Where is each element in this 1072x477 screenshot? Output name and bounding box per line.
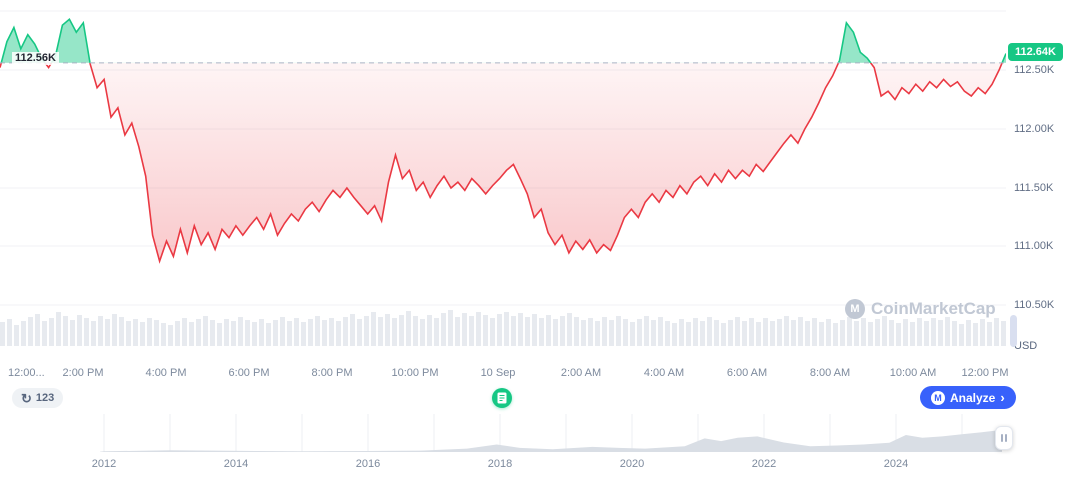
timeline-brush[interactable]: [100, 414, 1002, 452]
x-axis-tick-label: 12:00...: [8, 367, 45, 379]
current-price-badge: 112.64K: [1008, 43, 1063, 61]
y-axis-tick-label: 111.00K: [1014, 240, 1054, 252]
candle-countdown-badge: ↻ 123: [12, 388, 64, 408]
x-axis-tick-label: 10 Sep: [480, 367, 516, 379]
timeline-year-label: 2014: [223, 458, 249, 470]
x-axis-tick-label: 4:00 PM: [145, 367, 187, 379]
timeline-year-label: 2018: [487, 458, 513, 470]
x-axis-tick-label: 10:00 PM: [391, 367, 439, 379]
x-axis-tick-label: 6:00 PM: [228, 367, 270, 379]
countdown-value: 123: [35, 392, 55, 404]
x-axis-tick-label: 8:00 AM: [809, 367, 851, 379]
document-icon: [497, 392, 507, 404]
currency-label: USD: [1014, 340, 1038, 352]
y-axis-tick-label: 110.50K: [1014, 299, 1055, 311]
price-chart[interactable]: [0, 0, 1008, 348]
baseline-price-label: 112.56K: [12, 52, 59, 65]
y-axis-tick-label: 112.50K: [1014, 64, 1055, 76]
timeline-year-label: 2022: [751, 458, 777, 470]
x-axis-tick-label: 2:00 AM: [560, 367, 602, 379]
x-axis-tick-label: 8:00 PM: [311, 367, 353, 379]
timeline-year-label: 2016: [355, 458, 381, 470]
refresh-icon: ↻: [21, 390, 32, 406]
coinmarketcap-logo-icon: M: [931, 390, 945, 405]
y-axis-tick-label: 112.00K: [1014, 123, 1055, 135]
chevron-right-icon: ›: [1000, 390, 1005, 405]
news-event-marker[interactable]: [492, 388, 512, 408]
x-axis-tick-label: 10:00 AM: [889, 367, 937, 379]
scrollbar-thumb[interactable]: [1010, 315, 1017, 347]
x-axis-tick-label: 2:00 PM: [62, 367, 104, 379]
timeline-year-label: 2024: [883, 458, 909, 470]
history-minimap-chart[interactable]: [100, 414, 1002, 452]
analyze-button[interactable]: M Analyze ›: [920, 386, 1016, 409]
timeline-year-label: 2020: [619, 458, 645, 470]
y-axis-tick-label: 111.50K: [1014, 182, 1054, 194]
x-axis-tick-label: 6:00 AM: [726, 367, 768, 379]
analyze-label: Analyze: [950, 390, 996, 405]
x-axis-tick-label: 4:00 AM: [643, 367, 685, 379]
brush-handle[interactable]: [995, 426, 1013, 450]
x-axis-tick-label: 12:00 PM: [961, 367, 1009, 379]
timeline-year-label: 2012: [91, 458, 117, 470]
